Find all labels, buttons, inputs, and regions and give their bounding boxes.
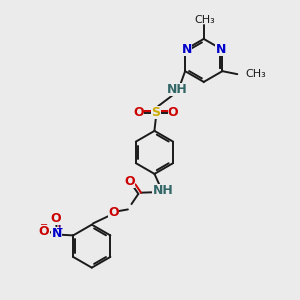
Text: NH: NH <box>167 83 188 96</box>
Text: O: O <box>134 106 144 119</box>
Text: CH₃: CH₃ <box>246 69 266 79</box>
Text: +: + <box>56 224 64 233</box>
Text: O: O <box>51 212 62 225</box>
Text: N: N <box>182 43 192 56</box>
Text: NH: NH <box>152 184 173 197</box>
Text: CH₃: CH₃ <box>194 15 215 25</box>
Text: O: O <box>125 175 135 188</box>
Text: O: O <box>108 206 119 219</box>
Text: N: N <box>52 227 62 240</box>
Text: S: S <box>152 106 160 119</box>
Text: O: O <box>39 225 50 238</box>
Text: N: N <box>215 43 226 56</box>
Text: −: − <box>40 220 48 230</box>
Text: O: O <box>168 106 178 119</box>
